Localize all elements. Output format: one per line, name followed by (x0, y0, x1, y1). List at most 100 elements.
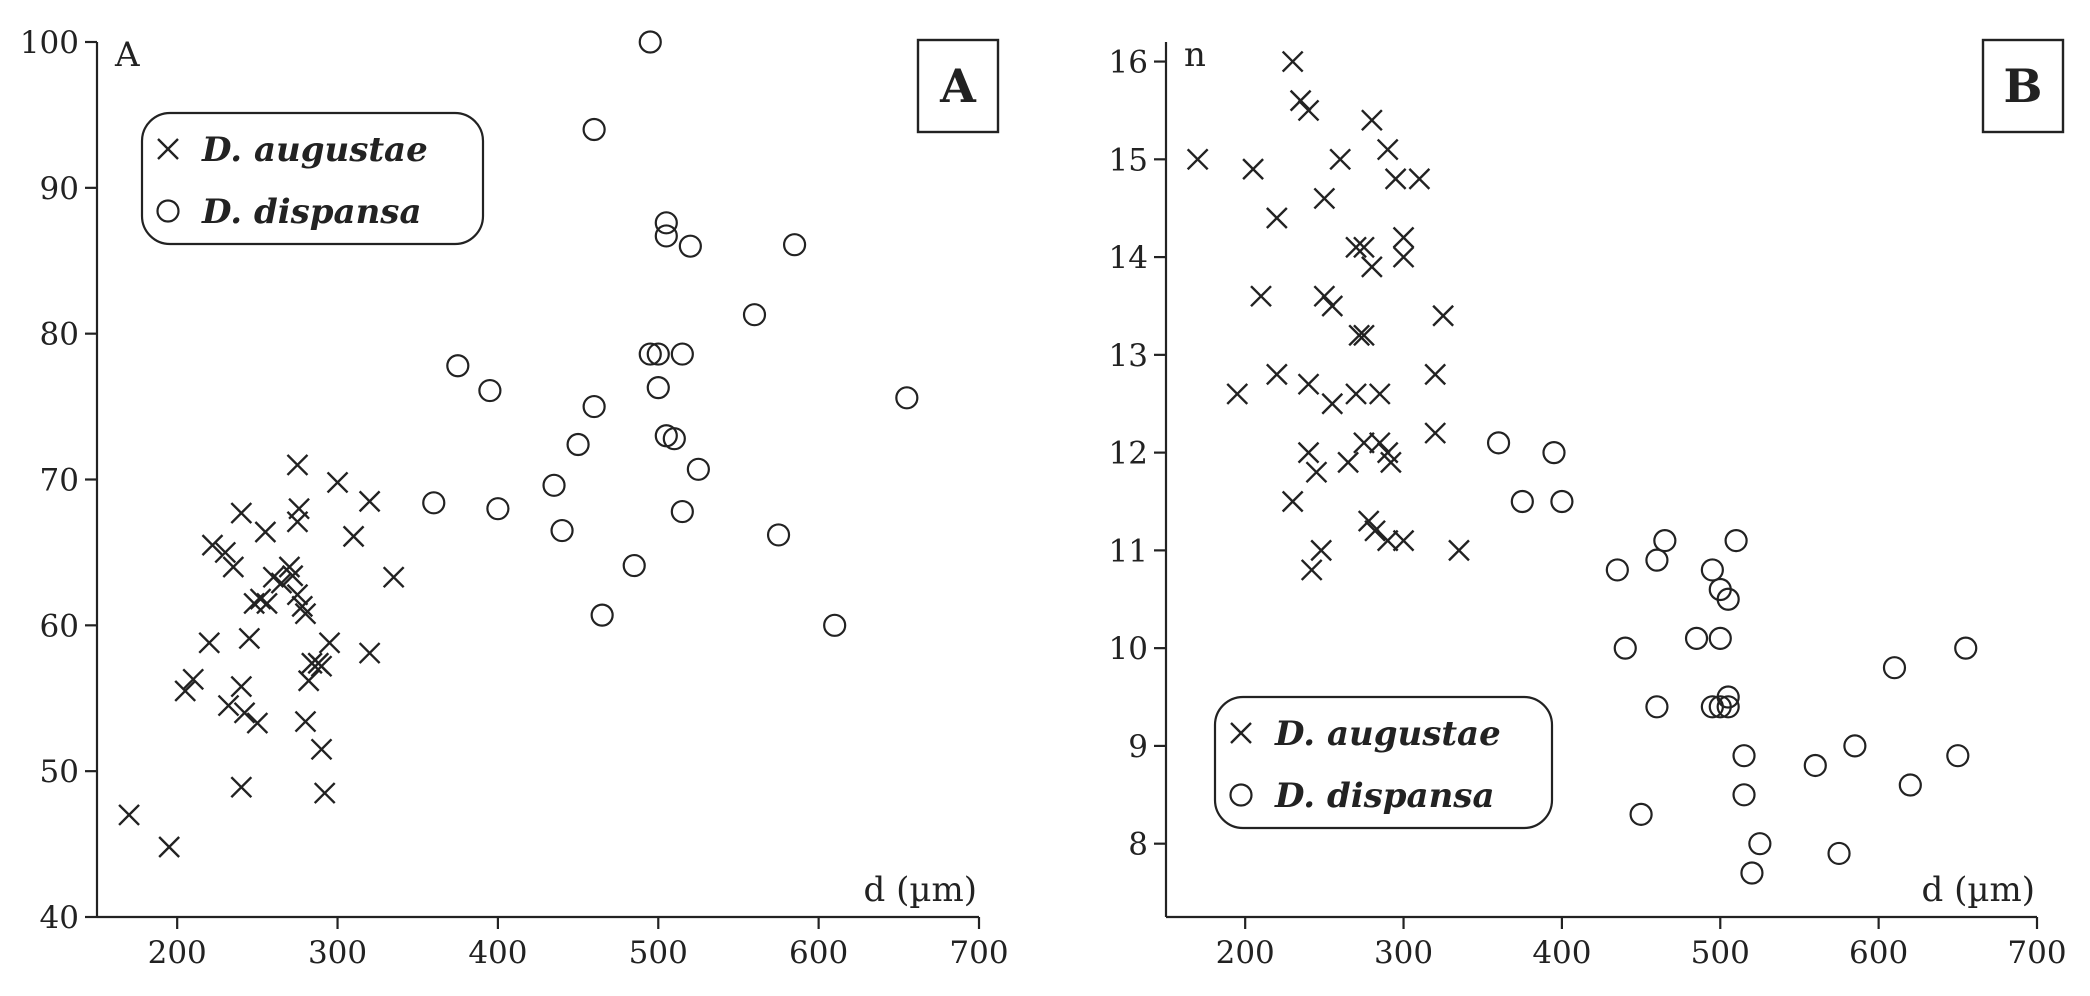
data-point-circle (654, 211, 678, 235)
data-point-circle (1542, 441, 1566, 465)
data-point-circle (1954, 636, 1978, 660)
data-point-circle (446, 354, 470, 378)
data-point-x (1345, 383, 1367, 405)
data-point-x (1313, 187, 1336, 210)
data-point-circle (686, 457, 710, 481)
data-point-x-stroke (301, 652, 323, 675)
data-point-x-stroke (1321, 392, 1344, 415)
data-point-circle (1629, 802, 1653, 826)
data-point-x (1384, 168, 1407, 190)
data-point-x-stroke (1266, 207, 1288, 229)
data-point-x (270, 572, 293, 594)
data-point-x-stroke (1376, 441, 1399, 464)
data-point-circle (1486, 431, 1511, 455)
data-point-x (1345, 236, 1367, 259)
data-point-x-stroke (294, 602, 317, 625)
data-point-circle (622, 553, 646, 578)
data-point-x-stroke (310, 655, 333, 678)
data-point-x-stroke (313, 782, 336, 804)
data-point-x-stroke (1357, 510, 1380, 532)
data-point-circle (782, 233, 807, 257)
y-tick-label: 50 (40, 754, 79, 790)
y-tick-label: 80 (40, 317, 79, 353)
data-point-circle (1946, 744, 1970, 768)
data-point-x (1289, 89, 1312, 112)
legend: D. augustae D. dispansa (1213, 695, 1554, 830)
data-point-x (1300, 559, 1323, 581)
data-point-x-stroke (1408, 168, 1431, 190)
data-point-x-stroke (1297, 99, 1320, 122)
legend: D. augustae D. dispansa (140, 111, 485, 246)
y-tick-label: 14 (1109, 240, 1148, 276)
legend-box (140, 111, 485, 246)
legend-marker-x (157, 138, 179, 160)
data-point-x (1448, 539, 1470, 562)
data-point-circle (678, 234, 702, 258)
data-point-x (1266, 207, 1288, 229)
data-point-x-stroke (342, 525, 365, 548)
data-point-circle (478, 378, 502, 403)
y-tick-label: 90 (40, 171, 79, 207)
data-point-x (291, 595, 314, 618)
y-tick-label: 40 (40, 900, 79, 936)
x-tick-label: 500 (1691, 935, 1750, 971)
y-axis-label: n (1184, 35, 1206, 75)
data-point-circle (1716, 587, 1740, 611)
data-point-x (246, 712, 269, 734)
data-point-x (201, 534, 224, 556)
data-point-x-stroke (1424, 422, 1447, 444)
data-point-circle (1700, 558, 1724, 582)
data-point-x-stroke (230, 776, 253, 799)
data-point-x (358, 642, 381, 664)
data-point-x (1432, 304, 1454, 327)
data-point-circle (1724, 529, 1748, 553)
data-point-x (1281, 50, 1304, 73)
data-point-circle (542, 473, 566, 497)
data-point-circle (582, 117, 606, 142)
data-point-x (286, 454, 309, 476)
data-point-circle (662, 427, 686, 451)
data-point-circle (422, 491, 446, 515)
data-point-x (1424, 363, 1447, 386)
data-point-x-stroke (1313, 187, 1336, 210)
data-point-x-stroke (281, 564, 304, 587)
series-dispansa (1486, 431, 1978, 885)
legend-box (1213, 695, 1554, 830)
data-point-circle (1827, 841, 1851, 866)
data-point-x-stroke (1376, 529, 1399, 552)
data-point-x (1424, 422, 1447, 444)
data-point-x (288, 497, 310, 520)
x-tick-label: 300 (1374, 935, 1433, 971)
data-point-x-stroke (358, 490, 381, 513)
data-point-circle (1550, 489, 1574, 514)
data-point-x-stroke (1448, 539, 1470, 562)
data-point-x-stroke (1266, 363, 1288, 386)
data-point-x (256, 592, 278, 615)
data-point-x (254, 521, 277, 543)
data-point-x (230, 502, 253, 524)
data-point-x-stroke (270, 572, 293, 594)
data-point-x-stroke (1432, 304, 1454, 327)
data-point-x-stroke (238, 627, 261, 650)
data-point-x-stroke (1392, 246, 1415, 268)
data-point-x (1348, 324, 1371, 347)
data-point-x (182, 668, 205, 691)
data-point-circle (1708, 626, 1732, 650)
data-point-x-stroke (1368, 383, 1391, 405)
data-point-x (1297, 99, 1320, 122)
data-point-x-stroke (278, 556, 301, 578)
data-point-x-stroke (1310, 539, 1333, 562)
y-tick-label: 10 (1109, 631, 1148, 667)
data-point-x (326, 471, 349, 494)
data-point-x-stroke (1242, 158, 1264, 180)
data-point-x (1361, 109, 1383, 132)
data-point-x (230, 776, 253, 799)
data-point-x-stroke (1380, 451, 1402, 474)
data-point-circle (590, 603, 614, 627)
data-point-x (1313, 285, 1336, 308)
data-point-x-stroke (1329, 148, 1352, 171)
data-point-x-stroke (1226, 383, 1249, 405)
data-point-x (198, 631, 221, 654)
legend-entry-label: D. dispansa (201, 192, 421, 232)
data-point-x (358, 490, 381, 513)
